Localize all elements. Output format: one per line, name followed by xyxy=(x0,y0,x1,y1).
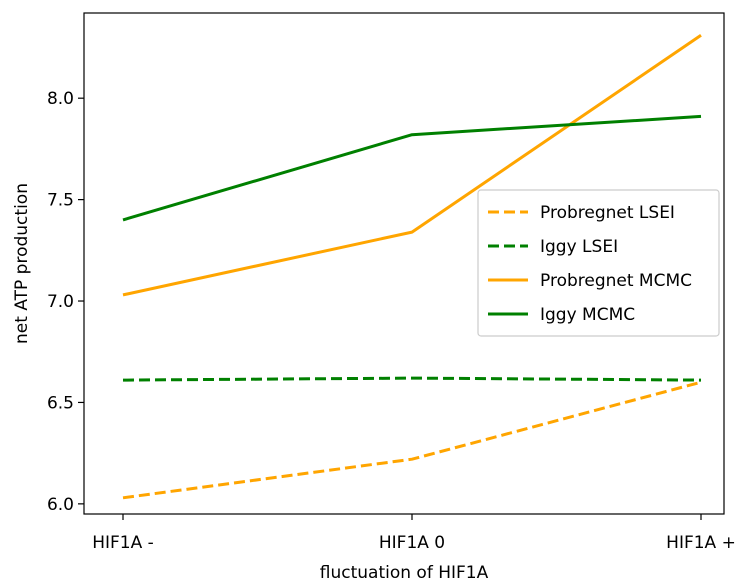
y-tick-label: 8.0 xyxy=(47,89,74,109)
axes-frame xyxy=(83,12,725,515)
y-tick-label: 6.0 xyxy=(47,495,74,515)
y-tick-label: 7.5 xyxy=(47,191,74,211)
x-tick-label: HIF1A + xyxy=(666,533,736,553)
x-axis-label: fluctuation of HIF1A xyxy=(320,563,489,583)
x-axis: HIF1A - HIF1A 0 HIF1A + xyxy=(92,514,736,553)
y-axis: 6.0 6.5 7.0 7.5 8.0 xyxy=(47,89,84,515)
series-line-iggy-lsei xyxy=(122,376,702,382)
legend-label: Iggy MCMC xyxy=(540,305,635,325)
x-tick-label: HIF1A 0 xyxy=(379,533,445,553)
plot-area xyxy=(122,34,702,500)
y-axis-label: net ATP production xyxy=(12,183,32,344)
series-line-probregnet-lsei xyxy=(122,380,702,500)
legend-box xyxy=(477,189,720,337)
series-line-probregnet-mcmc xyxy=(122,34,702,297)
y-tick-label: 7.0 xyxy=(47,292,74,312)
y-tick-label: 6.5 xyxy=(47,393,74,413)
series-line-iggy-mcmc xyxy=(122,114,702,222)
legend-label: Iggy LSEI xyxy=(540,237,618,257)
legend-label: Probregnet MCMC xyxy=(540,271,692,291)
x-tick-label: HIF1A - xyxy=(92,533,154,553)
legend-label: Probregnet LSEI xyxy=(540,203,675,223)
legend: Probregnet LSEI Iggy LSEI Probregnet MCMC I… xyxy=(477,189,720,337)
